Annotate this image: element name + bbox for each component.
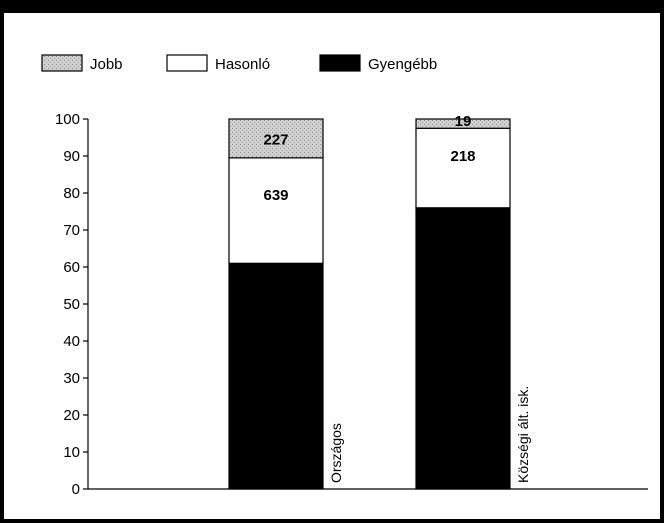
category-label: Községi ált. isk. xyxy=(515,386,531,483)
y-tick-label: 70 xyxy=(63,222,80,239)
legend: Jobb Hasonló Gyengébb xyxy=(41,54,437,73)
bar-segment-gyengébb xyxy=(415,207,511,490)
bar-segment-jobb xyxy=(415,118,511,129)
legend-label-hasonlo: Hasonló xyxy=(215,56,270,73)
category-label: Országos xyxy=(328,423,344,483)
data-label: 227 xyxy=(263,131,288,148)
legend-item-gyengebb: Gyengébb xyxy=(319,54,437,73)
legend-swatch-jobb xyxy=(41,54,83,72)
y-tick-label: 50 xyxy=(63,296,80,313)
y-tick-label: 90 xyxy=(63,148,80,165)
legend-label-gyengebb: Gyengébb xyxy=(368,56,437,73)
y-tick-label: 20 xyxy=(63,407,80,424)
y-axis: 0 10 20 30 40 50 60 70 80 90 100 xyxy=(55,111,89,498)
legend-item-jobb: Jobb xyxy=(41,54,123,73)
y-tick-label: 30 xyxy=(63,370,80,387)
bar-segment-gyengébb xyxy=(228,262,324,490)
y-tick-label: 0 xyxy=(72,481,80,498)
y-tick-label: 10 xyxy=(63,444,80,461)
category-labels: Országos Községi ált. isk. xyxy=(328,386,531,483)
bar-segment-hasonló xyxy=(415,127,511,209)
bars: 639 227 218 19 xyxy=(228,113,511,490)
legend-swatch-gyengebb xyxy=(319,54,361,72)
legend-label-jobb: Jobb xyxy=(90,56,123,73)
data-label: 639 xyxy=(263,187,288,204)
bar-segment-jobb xyxy=(228,118,324,159)
y-tick-label: 40 xyxy=(63,333,80,350)
y-tick-label: 80 xyxy=(63,185,80,202)
legend-swatch-hasonlo xyxy=(166,54,208,72)
bar-segment-hasonló xyxy=(228,157,324,264)
data-label: 19 xyxy=(455,113,472,130)
data-label: 218 xyxy=(450,148,475,165)
legend-item-hasonlo: Hasonló xyxy=(166,54,270,73)
y-tick-label: 60 xyxy=(63,259,80,276)
y-tick-label: 100 xyxy=(55,111,80,128)
